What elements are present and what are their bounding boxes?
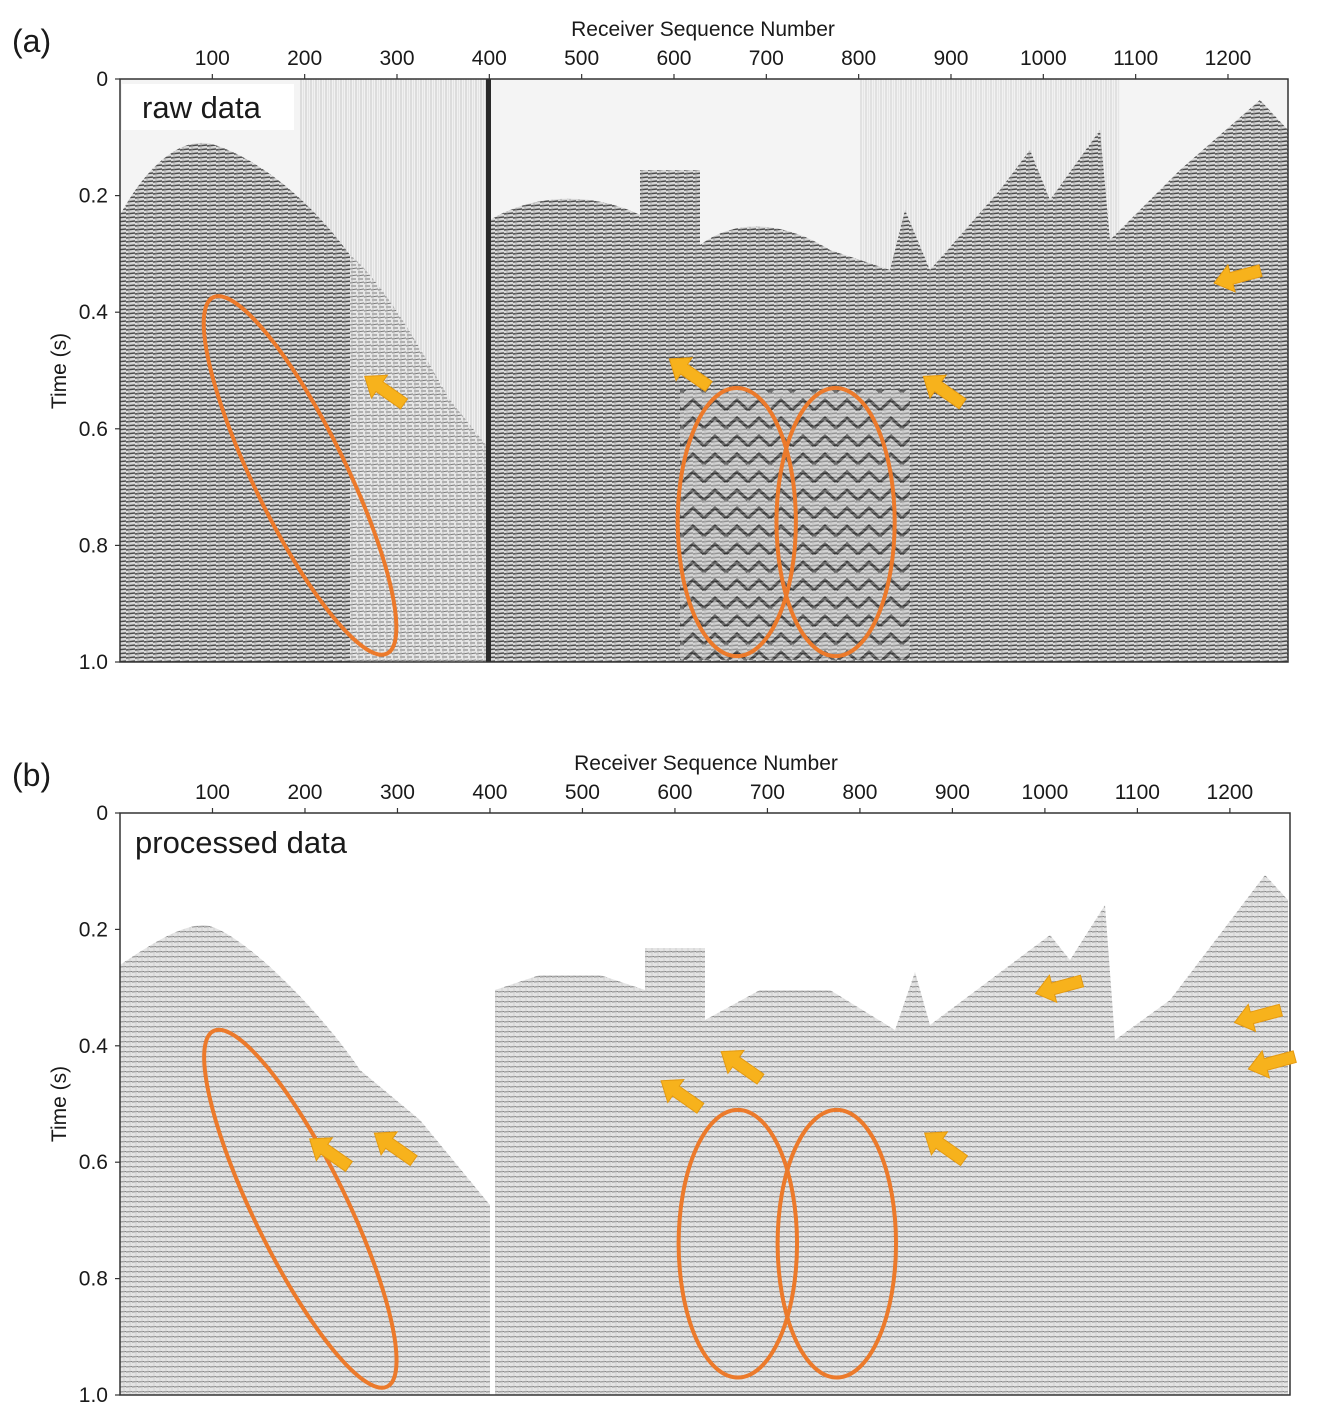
panel-b-arrow-marker bbox=[1247, 1049, 1297, 1079]
panel-b-label: (b) bbox=[12, 757, 51, 793]
panel-b-x-tick-label: 600 bbox=[657, 781, 692, 804]
panel-a-y-axis-title: Time (s) bbox=[48, 333, 71, 409]
panel-a-highlight-ellipse bbox=[774, 385, 897, 659]
panel-b-x-axis-title: Receiver Sequence Number bbox=[574, 752, 838, 775]
panel-b-arrow-marker bbox=[373, 1131, 418, 1167]
panel-b-arrow-marker bbox=[1233, 1003, 1284, 1033]
panel-b-processed-data-tag: processed data bbox=[135, 825, 348, 860]
panel-a-x-ticks: 100 200 300 400 500 600 700 800 900 1000 1100 1200 bbox=[195, 47, 1252, 79]
panel-a-x-tick-label: 400 bbox=[472, 47, 507, 70]
panel-b-y-ticks: 0 0.2 0.4 0.6 0.8 1.0 bbox=[79, 802, 120, 1407]
panel-b: (b) Receiver Sequence Number Time (s) 10… bbox=[12, 752, 1297, 1407]
panel-a-frame bbox=[119, 78, 1289, 663]
panel-a-x-tick-label: 900 bbox=[933, 47, 968, 70]
panel-a-x-tick-label: 500 bbox=[564, 47, 599, 70]
panel-b-arrow-marker bbox=[923, 1131, 969, 1167]
panel-a-seismic-image bbox=[119, 79, 1288, 662]
panel-b-x-tick-label: 1100 bbox=[1115, 781, 1160, 804]
panel-b-highlight-ellipse bbox=[676, 1107, 800, 1380]
panel-b-y-tick-label: 1.0 bbox=[79, 1384, 108, 1407]
panel-a-x-tick-label: 200 bbox=[287, 47, 322, 70]
panel-a-x-tick-label: 600 bbox=[656, 47, 691, 70]
panel-a-x-tick-label: 1200 bbox=[1205, 47, 1252, 70]
panel-b-y-tick-label: 0.4 bbox=[79, 1035, 109, 1058]
panel-a-x-tick-label: 800 bbox=[841, 47, 876, 70]
panel-a-y-ticks: 0 0.2 0.4 0.6 0.8 1.0 bbox=[79, 68, 120, 674]
panel-a-arrow-marker bbox=[668, 357, 713, 392]
panel-b-y-axis-title: Time (s) bbox=[48, 1066, 71, 1142]
panel-a-y-tick-label: 0.4 bbox=[79, 301, 109, 324]
panel-a-y-tick-label: 1.0 bbox=[79, 651, 108, 674]
panel-a-arrow-marker bbox=[922, 374, 967, 410]
panel-a-raw-data-tag: raw data bbox=[142, 90, 262, 125]
panel-b-frame bbox=[119, 812, 1291, 1396]
panel-b-arrow-marker bbox=[720, 1049, 765, 1085]
panel-b-highlight-ellipse bbox=[775, 1107, 898, 1380]
panel-b-x-tick-label: 500 bbox=[565, 781, 600, 804]
panel-b-x-tick-label: 100 bbox=[195, 781, 230, 804]
panel-b-y-tick-label: 0 bbox=[96, 802, 108, 825]
panel-b-seismic-image bbox=[120, 813, 1290, 1395]
panel-b-x-tick-label: 1000 bbox=[1022, 781, 1069, 804]
panel-a-x-tick-label: 100 bbox=[195, 47, 230, 70]
panel-b-x-tick-label: 900 bbox=[935, 781, 970, 804]
panel-a-arrow-marker bbox=[1213, 263, 1263, 293]
panel-b-x-tick-label: 400 bbox=[472, 781, 507, 804]
panel-a-y-tick-label: 0 bbox=[96, 68, 108, 91]
panel-b-x-ticks: 100 200 300 400 500 600 700 800 900 1000 1100 1200 bbox=[195, 781, 1253, 813]
panel-b-arrow-marker bbox=[1034, 974, 1085, 1004]
panel-a-y-tick-label: 0.2 bbox=[79, 185, 108, 208]
panel-a-x-tick-label: 1100 bbox=[1113, 47, 1158, 70]
panel-b-arrow-marker bbox=[308, 1137, 354, 1173]
panel-a-x-axis-title: Receiver Sequence Number bbox=[571, 18, 835, 41]
panel-a-arrow-marker bbox=[364, 374, 409, 410]
panel-a-x-tick-label: 300 bbox=[379, 47, 414, 70]
panel-b-arrow-marker bbox=[660, 1079, 705, 1114]
panel-b-x-tick-label: 200 bbox=[287, 781, 322, 804]
panel-b-x-tick-label: 1200 bbox=[1207, 781, 1254, 804]
panel-b-y-tick-label: 0.6 bbox=[79, 1151, 108, 1174]
panel-b-x-tick-label: 700 bbox=[750, 781, 785, 804]
panel-b-highlight-ellipse bbox=[202, 1027, 399, 1390]
panel-a-annotations bbox=[201, 263, 1263, 659]
panel-a-y-tick-label: 0.6 bbox=[79, 418, 108, 441]
panel-a: (a) Receiver Sequence Number Time (s) 10… bbox=[12, 18, 1289, 674]
panel-a-x-tick-label: 700 bbox=[749, 47, 784, 70]
panel-b-y-tick-label: 0.8 bbox=[79, 1268, 108, 1291]
panel-b-x-tick-label: 300 bbox=[380, 781, 415, 804]
panel-a-x-tick-label: 1000 bbox=[1020, 47, 1067, 70]
panel-a-highlight-ellipse bbox=[675, 385, 798, 659]
panel-b-x-tick-label: 800 bbox=[842, 781, 877, 804]
panel-a-label: (a) bbox=[12, 23, 51, 59]
panel-a-y-tick-label: 0.8 bbox=[79, 534, 108, 557]
panel-b-y-tick-label: 0.2 bbox=[79, 918, 108, 941]
panel-a-highlight-ellipse bbox=[201, 294, 399, 657]
panel-b-annotations bbox=[202, 974, 1297, 1390]
